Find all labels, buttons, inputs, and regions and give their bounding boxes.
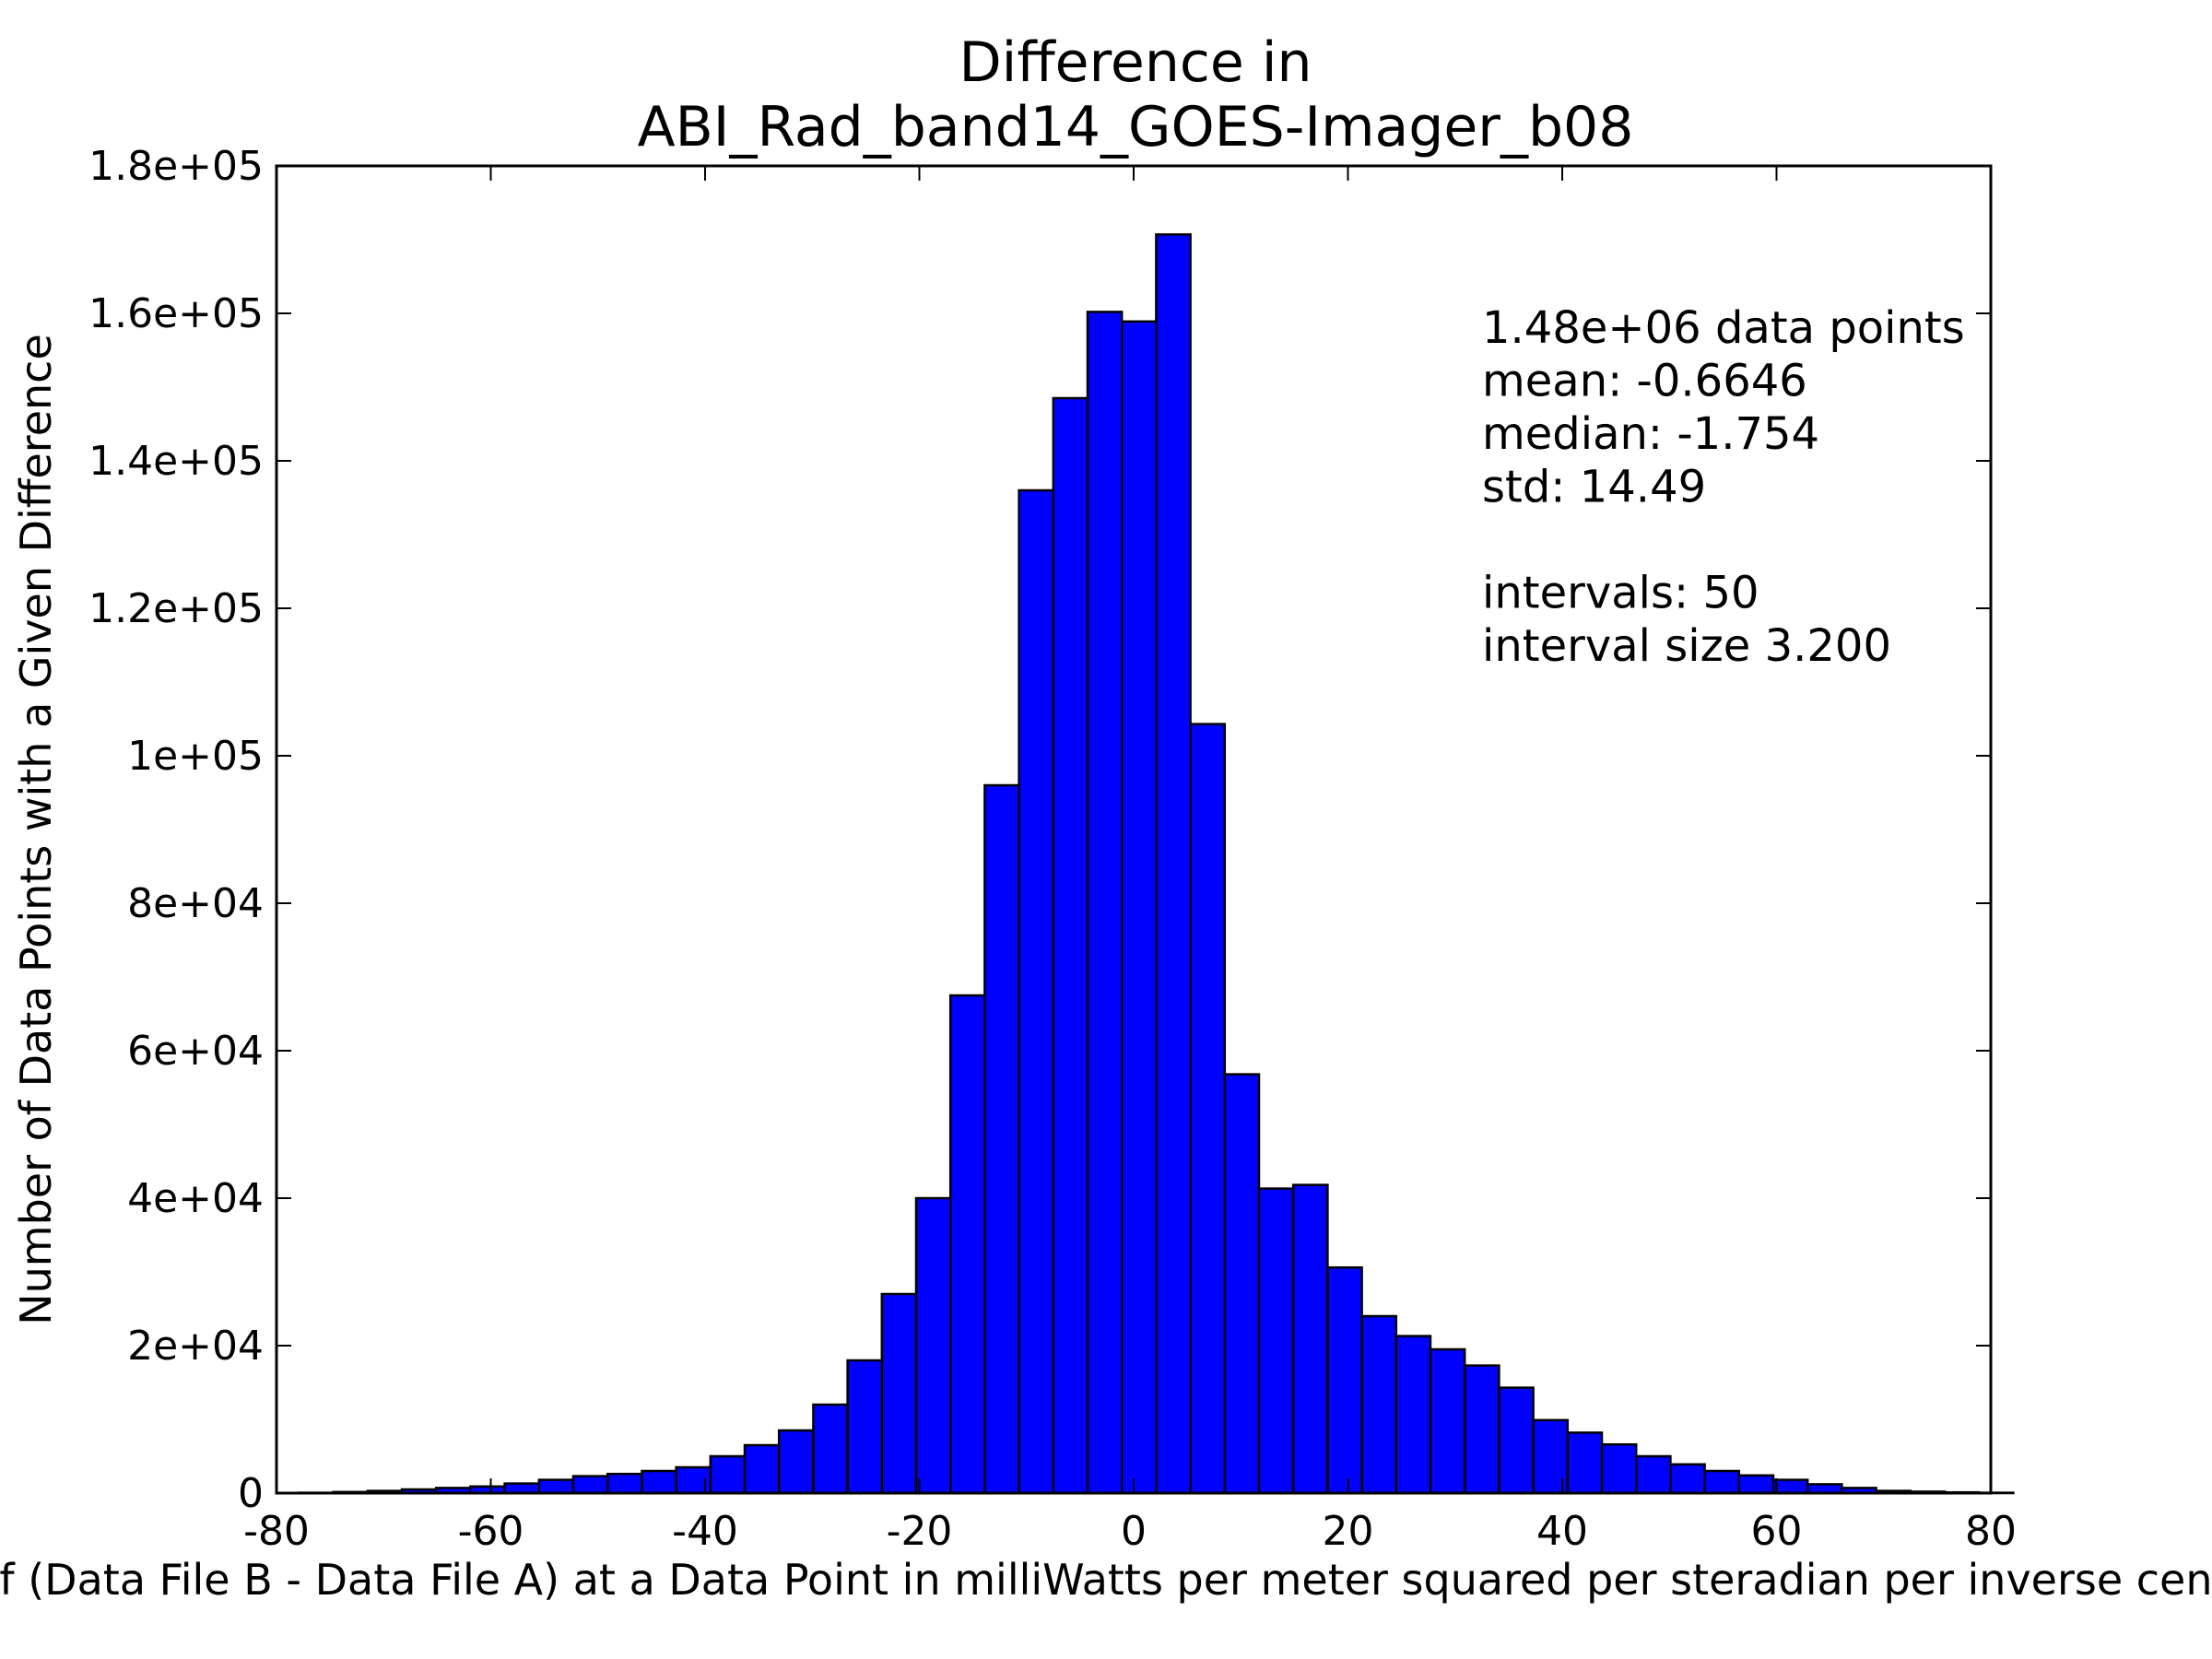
histogram-bar	[1223, 1073, 1261, 1495]
histogram-bar	[1429, 1347, 1466, 1495]
stats-line: interval size 3.200	[1482, 620, 1891, 672]
x-tick-label: 40	[1536, 1508, 1588, 1555]
chart-title-line-1: Difference in	[959, 30, 1312, 95]
x-tick-labels: -80 -60 -40 -20 0 20 40 60 80	[243, 1508, 2017, 1555]
y-tick-label: 2e+04	[127, 1323, 264, 1370]
histogram-bar	[1189, 723, 1227, 1495]
chart-title: Difference inABI_Rad_band14_GOES-Imager_…	[638, 30, 1634, 159]
x-tick-label: -60	[458, 1508, 524, 1555]
y-tick-label: 4e+04	[127, 1175, 264, 1222]
x-axis-label: Value of (Data File B - Data File A) at …	[0, 1555, 2212, 1605]
x-tick-label: 60	[1751, 1508, 1803, 1555]
histogram-bar	[1326, 1265, 1363, 1495]
histogram-bar	[1566, 1431, 1604, 1495]
x-tick-label: 0	[1121, 1508, 1147, 1555]
histogram-bar	[1052, 396, 1089, 1495]
histogram-bar	[641, 1469, 677, 1495]
histogram-bar	[1291, 1183, 1329, 1495]
stats-line: std: 14.49	[1482, 462, 1706, 513]
histogram-bar	[1360, 1314, 1398, 1495]
histogram-bar	[1155, 233, 1192, 1495]
histogram-bar	[1120, 320, 1158, 1495]
histogram-bar	[1394, 1335, 1432, 1495]
histogram-bar	[1498, 1386, 1535, 1495]
y-tick-labels: 0 2e+04 4e+04 6e+04 8e+04 1e+05 1.2e+05 1.4e+05…	[88, 143, 264, 1517]
y-tick-label: 0	[238, 1470, 264, 1517]
y-tick-label: 1.4e+05	[88, 438, 264, 485]
x-tick-label: -80	[243, 1508, 310, 1555]
y-tick-label: 1.8e+05	[88, 143, 264, 190]
histogram-bar	[1257, 1187, 1295, 1495]
y-tick-label: 8e+04	[127, 880, 264, 927]
x-tick-label: 80	[1965, 1508, 2017, 1555]
histogram-bar	[880, 1292, 918, 1495]
histogram-bar	[743, 1443, 781, 1495]
y-tick-label: 1.6e+05	[88, 290, 264, 337]
stats-line: intervals: 50	[1482, 568, 1759, 619]
histogram-bar	[777, 1429, 815, 1495]
y-tick-label: 1.2e+05	[88, 585, 264, 632]
histogram-bar	[571, 1475, 609, 1495]
histogram-bar	[1634, 1454, 1672, 1495]
x-tick-label: -20	[887, 1508, 953, 1555]
stats-line: median: -1.754	[1482, 408, 1819, 460]
stats-line: 1.48e+06 data points	[1482, 302, 1965, 354]
histogram-bar	[606, 1472, 643, 1495]
histogram-bar	[1600, 1442, 1638, 1495]
histogram-bar	[948, 994, 986, 1495]
histogram-bar	[1737, 1474, 1775, 1495]
histogram-bar	[1018, 488, 1055, 1495]
chart-title-line-2: ABI_Rad_band14_GOES-Imager_b08	[638, 95, 1634, 159]
histogram-bar	[914, 1196, 952, 1495]
histogram-bar	[1086, 311, 1124, 1495]
histogram-bar	[709, 1454, 747, 1495]
plot-frame	[275, 164, 1993, 1495]
histogram-bar	[503, 1482, 541, 1495]
histogram-bar	[1703, 1469, 1741, 1495]
histogram-bar	[983, 783, 1020, 1495]
histogram-bar	[1669, 1463, 1706, 1495]
y-axis-label: Number of Data Points with a Given Diffe…	[11, 334, 61, 1325]
y-tick-label: 6e+04	[127, 1028, 264, 1075]
histogram-bar	[1463, 1364, 1500, 1495]
histogram-bar	[537, 1478, 575, 1495]
y-tick-label: 1e+05	[127, 733, 264, 780]
histogram-bar	[846, 1359, 884, 1495]
x-tick-label: -40	[672, 1508, 738, 1555]
histogram-bar	[1771, 1478, 1809, 1495]
x-tick-label: 20	[1323, 1508, 1374, 1555]
histogram-bars	[298, 233, 2015, 1495]
histogram-bar	[812, 1403, 849, 1495]
stats-line: mean: -0.6646	[1482, 356, 1807, 407]
